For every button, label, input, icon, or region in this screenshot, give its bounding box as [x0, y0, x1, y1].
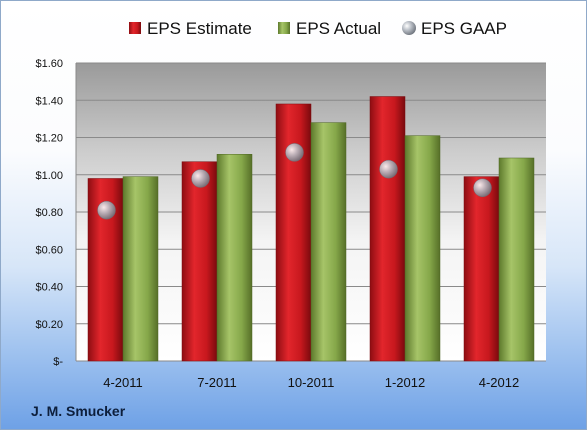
eps-estimate-swatch	[129, 22, 141, 34]
company-name: J. M. Smucker	[31, 403, 126, 419]
y-tick-label: $1.60	[35, 58, 63, 70]
eps-actual-swatch	[278, 22, 290, 34]
eps-estimate-bar	[275, 103, 312, 362]
eps-estimate-bar	[369, 96, 406, 362]
eps-gaap-point	[473, 178, 492, 198]
eps-gaap-swatch	[402, 21, 416, 35]
y-tick-label: $0.20	[35, 319, 63, 331]
eps-actual-bar	[498, 157, 535, 362]
legend-label: EPS GAAP	[421, 19, 507, 38]
legend-label: EPS Actual	[296, 19, 381, 38]
legend-item: EPS Estimate	[129, 19, 252, 38]
eps-gaap-point	[97, 200, 116, 220]
y-tick-label: $1.00	[35, 170, 63, 182]
legend-label: EPS Estimate	[147, 19, 252, 38]
x-tick-label: 4-2012	[479, 375, 519, 390]
eps-estimate-bar	[181, 161, 218, 362]
y-tick-label: $0.60	[35, 244, 63, 256]
x-tick-label: 10-2011	[288, 375, 335, 390]
y-tick-label: $-	[53, 356, 63, 368]
legend: EPS Estimate EPS Actual EPS GAAP	[129, 19, 507, 38]
eps-actual-bar	[310, 122, 347, 362]
y-tick-label: $0.80	[35, 207, 63, 219]
y-tick-label: $1.20	[35, 133, 63, 145]
x-tick-label: 1-2012	[385, 375, 425, 390]
eps-actual-bar	[216, 154, 253, 362]
x-tick-label: 7-2011	[197, 375, 237, 390]
plot-area: $- $0.20 $0.40 $0.60 $0.80 $1.00 $1.20 $1.40 $1.…	[35, 58, 546, 390]
y-tick-label: $1.40	[35, 95, 63, 107]
eps-actual-bar	[404, 135, 441, 362]
legend-item: EPS GAAP	[402, 19, 507, 38]
legend-item: EPS Actual	[278, 19, 381, 38]
eps-actual-bar	[122, 176, 159, 362]
eps-gaap-point	[285, 143, 304, 162]
eps-gaap-point	[379, 159, 398, 179]
eps-estimate-bar	[463, 176, 500, 362]
x-tick-label: 4-2011	[103, 375, 143, 390]
y-tick-label: $0.40	[35, 282, 63, 294]
eps-gaap-point	[191, 169, 210, 188]
